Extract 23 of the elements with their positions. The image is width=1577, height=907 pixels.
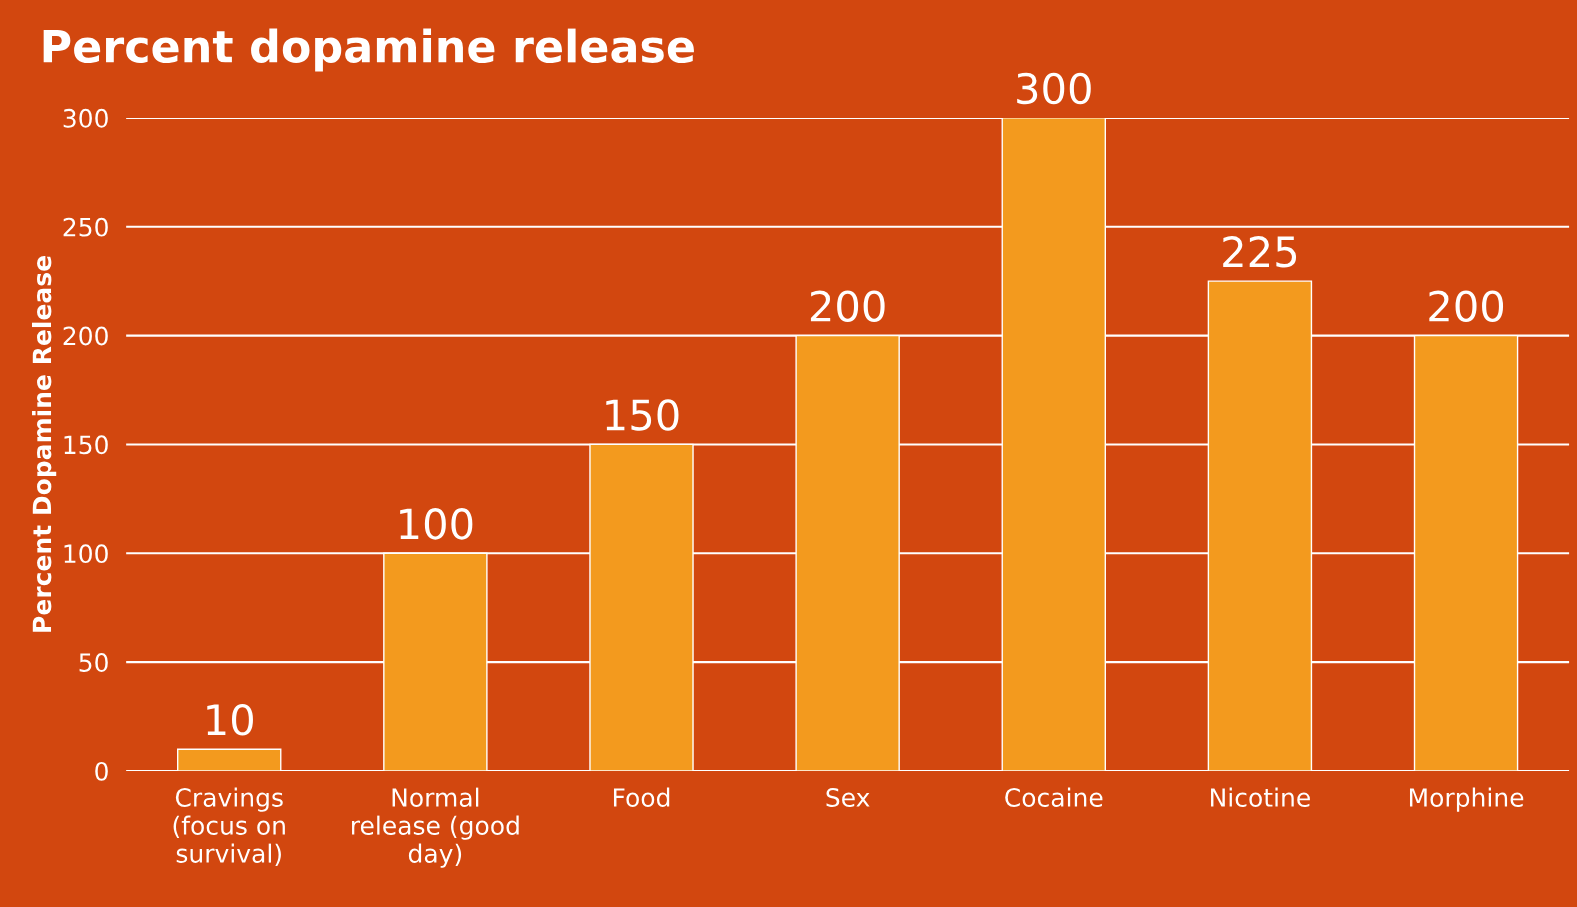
chart-title: Percent dopamine release	[43, 28, 694, 72]
y-tick-label: 200	[63, 326, 108, 346]
data-label: 150	[606, 399, 679, 431]
data-label: 300	[1017, 72, 1091, 105]
y-tick-label: 250	[63, 217, 108, 237]
y-tick-label: 150	[64, 435, 108, 455]
y-tick-label: 0	[95, 761, 108, 781]
x-tick-label: Cravings (focus on survival)	[173, 787, 285, 866]
data-label: 10	[207, 704, 253, 736]
x-tick-label: Sex	[826, 788, 870, 807]
x-tick-label: Nicotine	[1211, 787, 1310, 807]
x-tick-label: Morphine	[1409, 787, 1524, 812]
y-tick-label: 50	[79, 653, 108, 672]
x-tick-label: Cocaine	[1005, 787, 1103, 807]
data-label: 200	[810, 290, 885, 322]
data-label: 100	[400, 508, 473, 540]
y-tick-label: 100	[64, 544, 108, 564]
x-tick-label: Normal release (good day)	[352, 787, 519, 868]
y-axis-title: Percent Dopamine Release	[32, 256, 57, 632]
data-label: 200	[1429, 290, 1504, 322]
data-label: 225	[1223, 236, 1297, 268]
y-tick-label: 300	[63, 108, 108, 128]
x-tick-label: Food	[613, 787, 670, 807]
